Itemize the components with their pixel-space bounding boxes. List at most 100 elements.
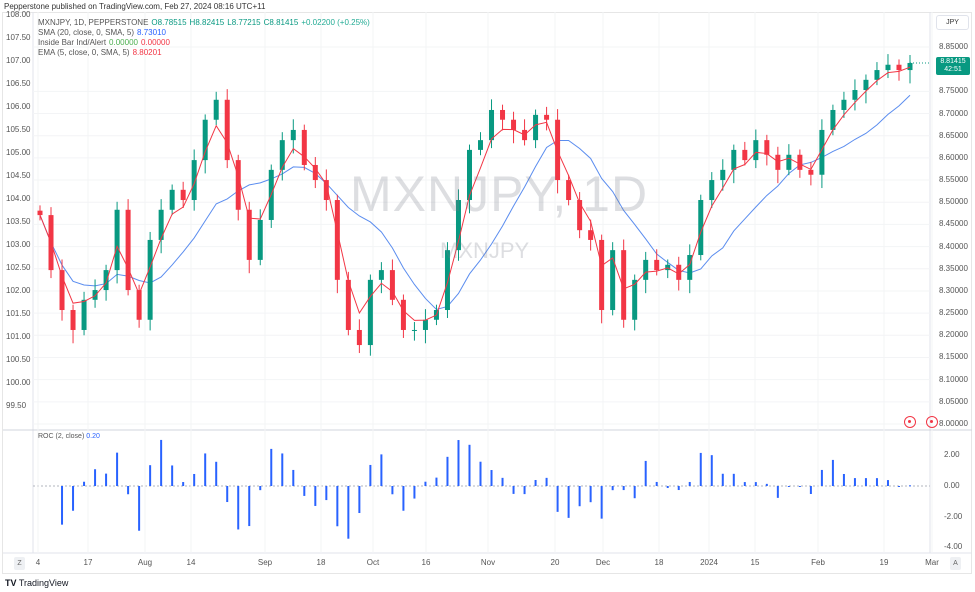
candle-body [114, 209, 120, 271]
roc-bar [204, 453, 207, 486]
candle-body [632, 279, 638, 320]
right-axis-label: 8.70000 [939, 108, 968, 118]
left-axis-label: 100.50 [6, 355, 31, 364]
chart-legend: MXNJPY, 1D, PEPPERSTONE O8.78515 H8.82415 L… [38, 18, 373, 58]
candle-body [610, 250, 616, 311]
left-axis-label: 100.00 [6, 378, 31, 387]
candle-body [874, 70, 880, 80]
roc-bar [391, 486, 394, 495]
low-value: L8.77215 [227, 18, 261, 27]
candle-body [742, 149, 748, 161]
time-axis-label: 19 [879, 558, 889, 567]
right-axis-label: 8.25000 [939, 308, 968, 318]
candle-body [246, 209, 252, 260]
candle-body [37, 210, 43, 216]
roc-bar [765, 483, 768, 486]
roc-bar [347, 486, 350, 539]
left-axis-label: 102.50 [6, 263, 31, 272]
roc-bar [545, 477, 548, 486]
roc-bar [611, 486, 614, 491]
candle-body [455, 200, 461, 251]
right-axis-label: 8.65000 [939, 130, 968, 140]
candle-body [643, 259, 649, 280]
roc-bar [314, 486, 317, 506]
roc-bar [116, 452, 119, 486]
candle-body [301, 129, 307, 165]
left-axis-label: 106.50 [6, 79, 31, 88]
candle-body [852, 90, 858, 100]
roc-bar [589, 486, 592, 503]
roc-bar [226, 486, 229, 503]
left-axis-label: 106.00 [6, 102, 31, 111]
roc-bar [325, 486, 328, 501]
candle-body [577, 200, 583, 231]
candle-body [676, 264, 682, 280]
left-axis-label: 107.50 [6, 33, 31, 42]
ema-label[interactable]: EMA (5, close, 0, SMA, 5) [38, 48, 130, 57]
roc-value: 0.20 [86, 433, 100, 440]
roc-bar [600, 486, 603, 519]
ema-value: 8.80201 [132, 48, 162, 57]
change-value: +0.02200 (+0.25%) [301, 18, 370, 27]
roc-bar [237, 486, 240, 530]
watermark-small: MXNJPY [440, 238, 530, 263]
roc-bar [655, 481, 658, 486]
candle-body [621, 250, 627, 320]
candle-body [257, 219, 263, 260]
candle-body [422, 319, 428, 330]
roc-bar [336, 486, 339, 527]
sma-value: 8.73010 [137, 28, 166, 37]
roc-bar [732, 473, 735, 486]
candle-body [466, 149, 472, 201]
inside-bar-label[interactable]: Inside Bar Ind/Alert [38, 38, 107, 47]
roc-bar [94, 469, 97, 486]
alert-marker-icon[interactable] [926, 416, 938, 428]
auto-scale-button[interactable]: A [950, 557, 961, 570]
chart-frame [2, 12, 972, 574]
roc-bar [523, 486, 526, 495]
symbol-info[interactable]: MXNJPY, 1D, PEPPERSTONE [38, 18, 149, 27]
candle-body [92, 290, 98, 300]
candle-body [830, 109, 836, 130]
roc-bar [358, 486, 361, 514]
candle-body [797, 154, 803, 170]
time-axis-label: 4 [35, 558, 41, 567]
roc-bar [501, 477, 504, 486]
time-axis-label: 14 [186, 558, 196, 567]
sma-label[interactable]: SMA (20, close, 0, SMA, 5) [38, 28, 135, 37]
roc-bar [556, 486, 559, 512]
candle-body [500, 109, 506, 120]
roc-bar [83, 481, 86, 486]
right-axis-label: 8.40000 [939, 241, 968, 251]
roc-bar [666, 486, 669, 489]
candle-body [731, 149, 737, 170]
watermark-symbol: MXNJPY, 1D [350, 166, 649, 222]
inside-bar-value-1: 0.00000 [109, 38, 138, 47]
roc-bar [435, 477, 438, 486]
roc-axis-label: -2.00 [944, 511, 963, 521]
candle-body [334, 200, 340, 280]
last-price-tag: 8.81415 42:51 [936, 57, 970, 75]
candle-body [599, 239, 605, 311]
roc-bar [380, 454, 383, 486]
roc-legend[interactable]: ROC (2, close) 0.20 [38, 433, 100, 440]
right-axis-label: 8.20000 [939, 330, 968, 340]
right-axis-label: 8.85000 [939, 42, 968, 51]
roc-bar [886, 480, 889, 486]
roc-bar [909, 485, 911, 487]
roc-bar [534, 479, 537, 486]
currency-button[interactable]: JPY [936, 15, 969, 30]
zoom-reset-button[interactable]: Z [14, 557, 25, 570]
candle-body [753, 140, 759, 161]
roc-bar [897, 486, 900, 487]
candle-body [202, 119, 208, 161]
candle-body [698, 200, 704, 256]
time-axis-label: Mar [925, 558, 939, 567]
alert-marker-icon[interactable] [904, 416, 916, 428]
tradingview-logo[interactable]: TV TradingView [5, 578, 69, 588]
candle-body [489, 109, 495, 141]
right-axis-label: 8.55000 [939, 175, 968, 185]
candle-body [312, 164, 318, 181]
roc-bar [446, 456, 449, 486]
